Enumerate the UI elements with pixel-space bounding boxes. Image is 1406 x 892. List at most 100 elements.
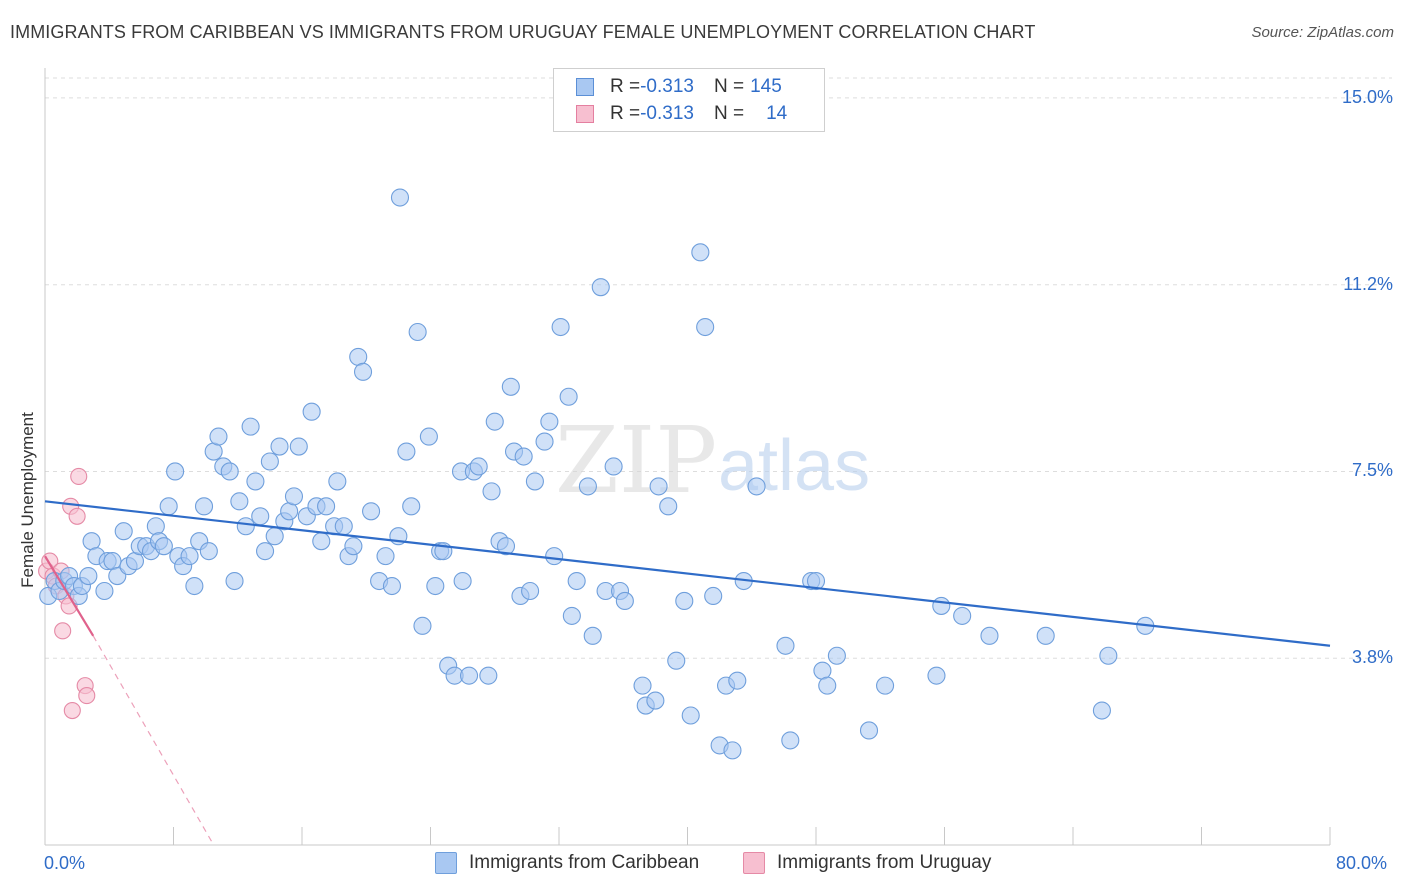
legend-n-label: N = (713, 103, 745, 124)
series-caribbean-points (39, 188, 1155, 760)
uruguay-point (63, 701, 81, 720)
caribbean-point (578, 477, 597, 496)
caribbean-point (482, 482, 501, 501)
caribbean-point (646, 691, 665, 710)
caribbean-point (246, 472, 265, 491)
caribbean-point (413, 616, 432, 635)
legend-swatch-uruguay (576, 105, 594, 123)
caribbean-point (615, 591, 634, 611)
caribbean-point (154, 537, 173, 556)
caribbean-point (260, 452, 279, 471)
trend-lines (44, 500, 1331, 846)
caribbean-point (312, 532, 331, 551)
caribbean-point (397, 442, 416, 461)
caribbean-point (453, 571, 472, 591)
caribbean-point (220, 462, 239, 481)
caribbean-point (704, 586, 723, 606)
y-tick-label: 7.5% (1351, 460, 1393, 481)
caribbean-point (1099, 646, 1118, 665)
legend-r-label: R = (610, 103, 641, 124)
y-tick-label: 15.0% (1341, 86, 1393, 107)
caribbean-point (667, 651, 686, 670)
legend-r-label: R = (610, 76, 641, 97)
caribbean-point (225, 571, 244, 591)
caribbean-point (166, 462, 185, 481)
caribbean-point (525, 472, 544, 491)
caribbean-point (776, 636, 795, 655)
caribbean-point (591, 278, 610, 297)
legend-n-value: 14 (766, 103, 788, 124)
caribbean-point (691, 243, 710, 262)
bottom-legend-label-caribbean: Immigrants from Caribbean (469, 852, 700, 873)
caribbean-point (545, 547, 564, 566)
uruguay-point (68, 507, 86, 525)
chart-title: IMMIGRANTS FROM CARIBBEAN VS IMMIGRANTS … (10, 22, 1036, 42)
caribbean-point (723, 741, 742, 760)
caribbean-point (675, 591, 694, 611)
caribbean-point (501, 377, 520, 396)
caribbean-point (180, 547, 199, 566)
axes (44, 68, 1331, 846)
y-tick-label: 3.8% (1351, 647, 1393, 668)
caribbean-point (408, 322, 427, 342)
caribbean-point (980, 626, 999, 645)
caribbean-point (241, 417, 260, 436)
x-tick-label-min: 0.0% (44, 853, 86, 873)
caribbean-point (376, 547, 395, 566)
caribbean-point (827, 646, 846, 665)
caribbean-point (781, 731, 800, 750)
caribbean-point (344, 537, 363, 556)
caribbean-point (496, 537, 516, 556)
caribbean-point (479, 666, 498, 685)
caribbean-trend-line (44, 500, 1331, 647)
caribbean-point (681, 706, 700, 725)
watermark-atlas: atlas (718, 426, 870, 506)
caribbean-point (1092, 701, 1111, 720)
legend-r-value: -0.313 (640, 76, 694, 97)
caribbean-point (696, 317, 715, 337)
caribbean-point (289, 437, 308, 456)
caribbean-point (876, 676, 895, 695)
caribbean-point (251, 507, 270, 526)
caribbean-point (382, 576, 402, 596)
caribbean-point (927, 666, 946, 685)
caribbean-point (818, 676, 837, 695)
caribbean-point (559, 387, 578, 406)
y-axis-label: Female Unemployment (18, 412, 37, 588)
caribbean-point (159, 497, 178, 516)
caribbean-point (256, 542, 275, 561)
caribbean-point (562, 606, 581, 625)
caribbean-point (953, 606, 972, 625)
caribbean-point (236, 517, 255, 536)
caribbean-point (402, 497, 421, 516)
uruguay-point (70, 467, 88, 485)
caribbean-point (932, 596, 951, 615)
caribbean-point (317, 497, 336, 516)
grid-lines (45, 77, 1392, 659)
y-tick-label: 11.2% (1343, 273, 1393, 294)
bottom-legend-label-uruguay: Immigrants from Uruguay (777, 852, 992, 873)
uruguay-trend-line (44, 555, 95, 637)
caribbean-point (125, 552, 144, 571)
caribbean-point (485, 412, 504, 431)
caribbean-point (1036, 626, 1055, 645)
caribbean-point (469, 457, 488, 476)
caribbean-point (540, 412, 559, 431)
caribbean-point (459, 666, 479, 685)
uruguay-point (78, 687, 96, 705)
bottom-legend-uruguay: Immigrants from Uruguay (743, 852, 991, 874)
caribbean-point (390, 188, 410, 207)
x-tick-label-max: 80.0% (1336, 853, 1388, 873)
legend-r-value: -0.313 (640, 103, 694, 124)
caribbean-point (747, 477, 766, 496)
caribbean-point (230, 492, 249, 511)
caribbean-point (146, 517, 165, 536)
caribbean-point (551, 317, 570, 337)
caribbean-point (728, 671, 747, 690)
legend-swatch-caribbean (576, 78, 594, 96)
caribbean-point (82, 532, 101, 551)
caribbean-point (103, 552, 122, 571)
bottom-legend-swatch-caribbean (435, 852, 457, 874)
caribbean-point (514, 447, 533, 466)
caribbean-point (204, 442, 223, 461)
